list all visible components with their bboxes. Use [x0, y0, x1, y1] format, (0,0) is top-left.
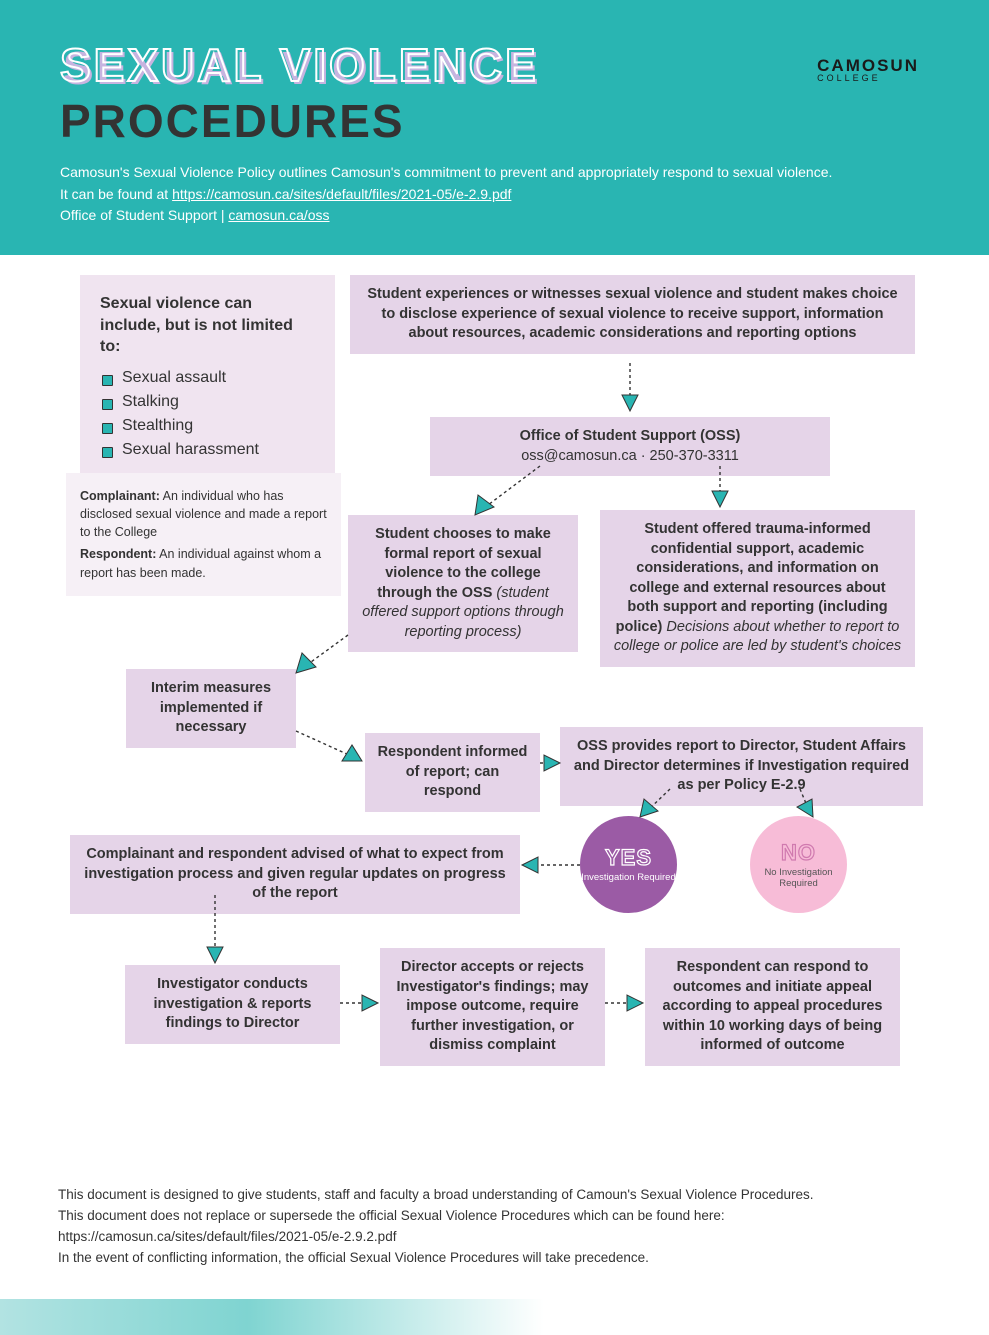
node-text: Student offered trauma-informed confiden… — [616, 521, 888, 635]
header-description: Camosun's Sexual Violence Policy outline… — [60, 162, 929, 227]
node-interim: Interim measures implemented if necessar… — [126, 669, 296, 748]
circle-no: NO No Investigation Required — [750, 816, 847, 913]
footer-line1: This document is designed to give studen… — [58, 1187, 814, 1202]
oss-link[interactable]: camosun.ca/oss — [228, 207, 329, 223]
respondent-def: Respondent: An individual against whom a… — [80, 545, 327, 581]
circle-sub: Investigation Required — [581, 873, 676, 884]
flowchart-area: Sexual violence can include, but is not … — [0, 255, 989, 1185]
include-list: Sexual assault Stalking Stealthing Sexua… — [100, 366, 315, 462]
node-trauma-support: Student offered trauma-informed confiden… — [600, 510, 915, 667]
node-director-accepts: Director accepts or rejects Investigator… — [380, 948, 605, 1066]
node-text: Respondent informed of report; can respo… — [378, 744, 528, 799]
node-text: Complainant and respondent advised of wh… — [84, 846, 505, 901]
node-text: Student experiences or witnesses sexual … — [367, 286, 897, 341]
footer: This document is designed to give studen… — [0, 1185, 989, 1299]
header: CAMOSUN COLLEGE SEXUAL VIOLENCE PROCEDUR… — [0, 0, 989, 255]
logo: CAMOSUN COLLEGE — [783, 52, 919, 88]
node-appeal: Respondent can respond to outcomes and i… — [645, 948, 900, 1066]
node-text: Director accepts or rejects Investigator… — [397, 959, 589, 1053]
node-formal-report: Student chooses to make formal report of… — [348, 515, 578, 652]
circle-label: NO — [781, 840, 816, 866]
list-item: Stalking — [100, 390, 315, 414]
node-oss: Office of Student Support (OSS) oss@camo… — [430, 417, 830, 476]
node-text: Respondent can respond to outcomes and i… — [663, 959, 883, 1053]
logo-line1: CAMOSUN — [817, 57, 919, 74]
policy-link[interactable]: https://camosun.ca/sites/default/files/2… — [172, 186, 511, 202]
list-item: Stealthing — [100, 414, 315, 438]
node-director-determines: OSS provides report to Director, Student… — [560, 727, 923, 806]
complainant-def: Complainant: An individual who has discl… — [80, 487, 327, 541]
list-item: Sexual assault — [100, 366, 315, 390]
circle-label: YES — [605, 845, 652, 871]
node-advised: Complainant and respondent advised of wh… — [70, 835, 520, 914]
circle-sub: No Investigation Required — [750, 868, 847, 890]
footer-gradient — [0, 1299, 989, 1335]
node-investigator: Investigator conducts investigation & re… — [125, 965, 340, 1044]
node-respondent-informed: Respondent informed of report; can respo… — [365, 733, 540, 812]
footer-line2: This document does not replace or supers… — [58, 1208, 725, 1223]
complainant-label: Complainant: — [80, 489, 160, 503]
logo-text: CAMOSUN COLLEGE — [817, 57, 919, 83]
node-subtext: oss@camosun.ca · 250-370-3311 — [521, 448, 739, 464]
desc-line: Camosun's Sexual Violence Policy outline… — [60, 164, 832, 180]
node-text: Office of Student Support (OSS) — [520, 428, 741, 444]
circle-yes: YES Investigation Required — [580, 816, 677, 913]
logo-line2: COLLEGE — [817, 74, 919, 83]
include-heading: Sexual violence can include, but is not … — [100, 293, 315, 358]
procedures-link[interactable]: https://camosun.ca/sites/default/files/2… — [58, 1229, 396, 1244]
respondent-label: Respondent: — [80, 547, 156, 561]
node-disclosure: Student experiences or witnesses sexual … — [350, 275, 915, 354]
title-solid: PROCEDURES — [60, 94, 929, 148]
logo-icon — [783, 52, 811, 88]
node-text: Investigator conducts investigation & re… — [154, 976, 312, 1031]
node-text: OSS provides report to Director, Student… — [574, 738, 909, 793]
definitions-box: Complainant: An individual who has discl… — [66, 473, 341, 596]
office-prefix: Office of Student Support | — [60, 207, 228, 223]
footer-line3: In the event of conflicting information,… — [58, 1250, 649, 1265]
include-box: Sexual violence can include, but is not … — [80, 275, 335, 480]
list-item: Sexual harassment — [100, 438, 315, 462]
found-prefix: It can be found at — [60, 186, 172, 202]
node-text: Interim measures implemented if necessar… — [151, 680, 271, 735]
